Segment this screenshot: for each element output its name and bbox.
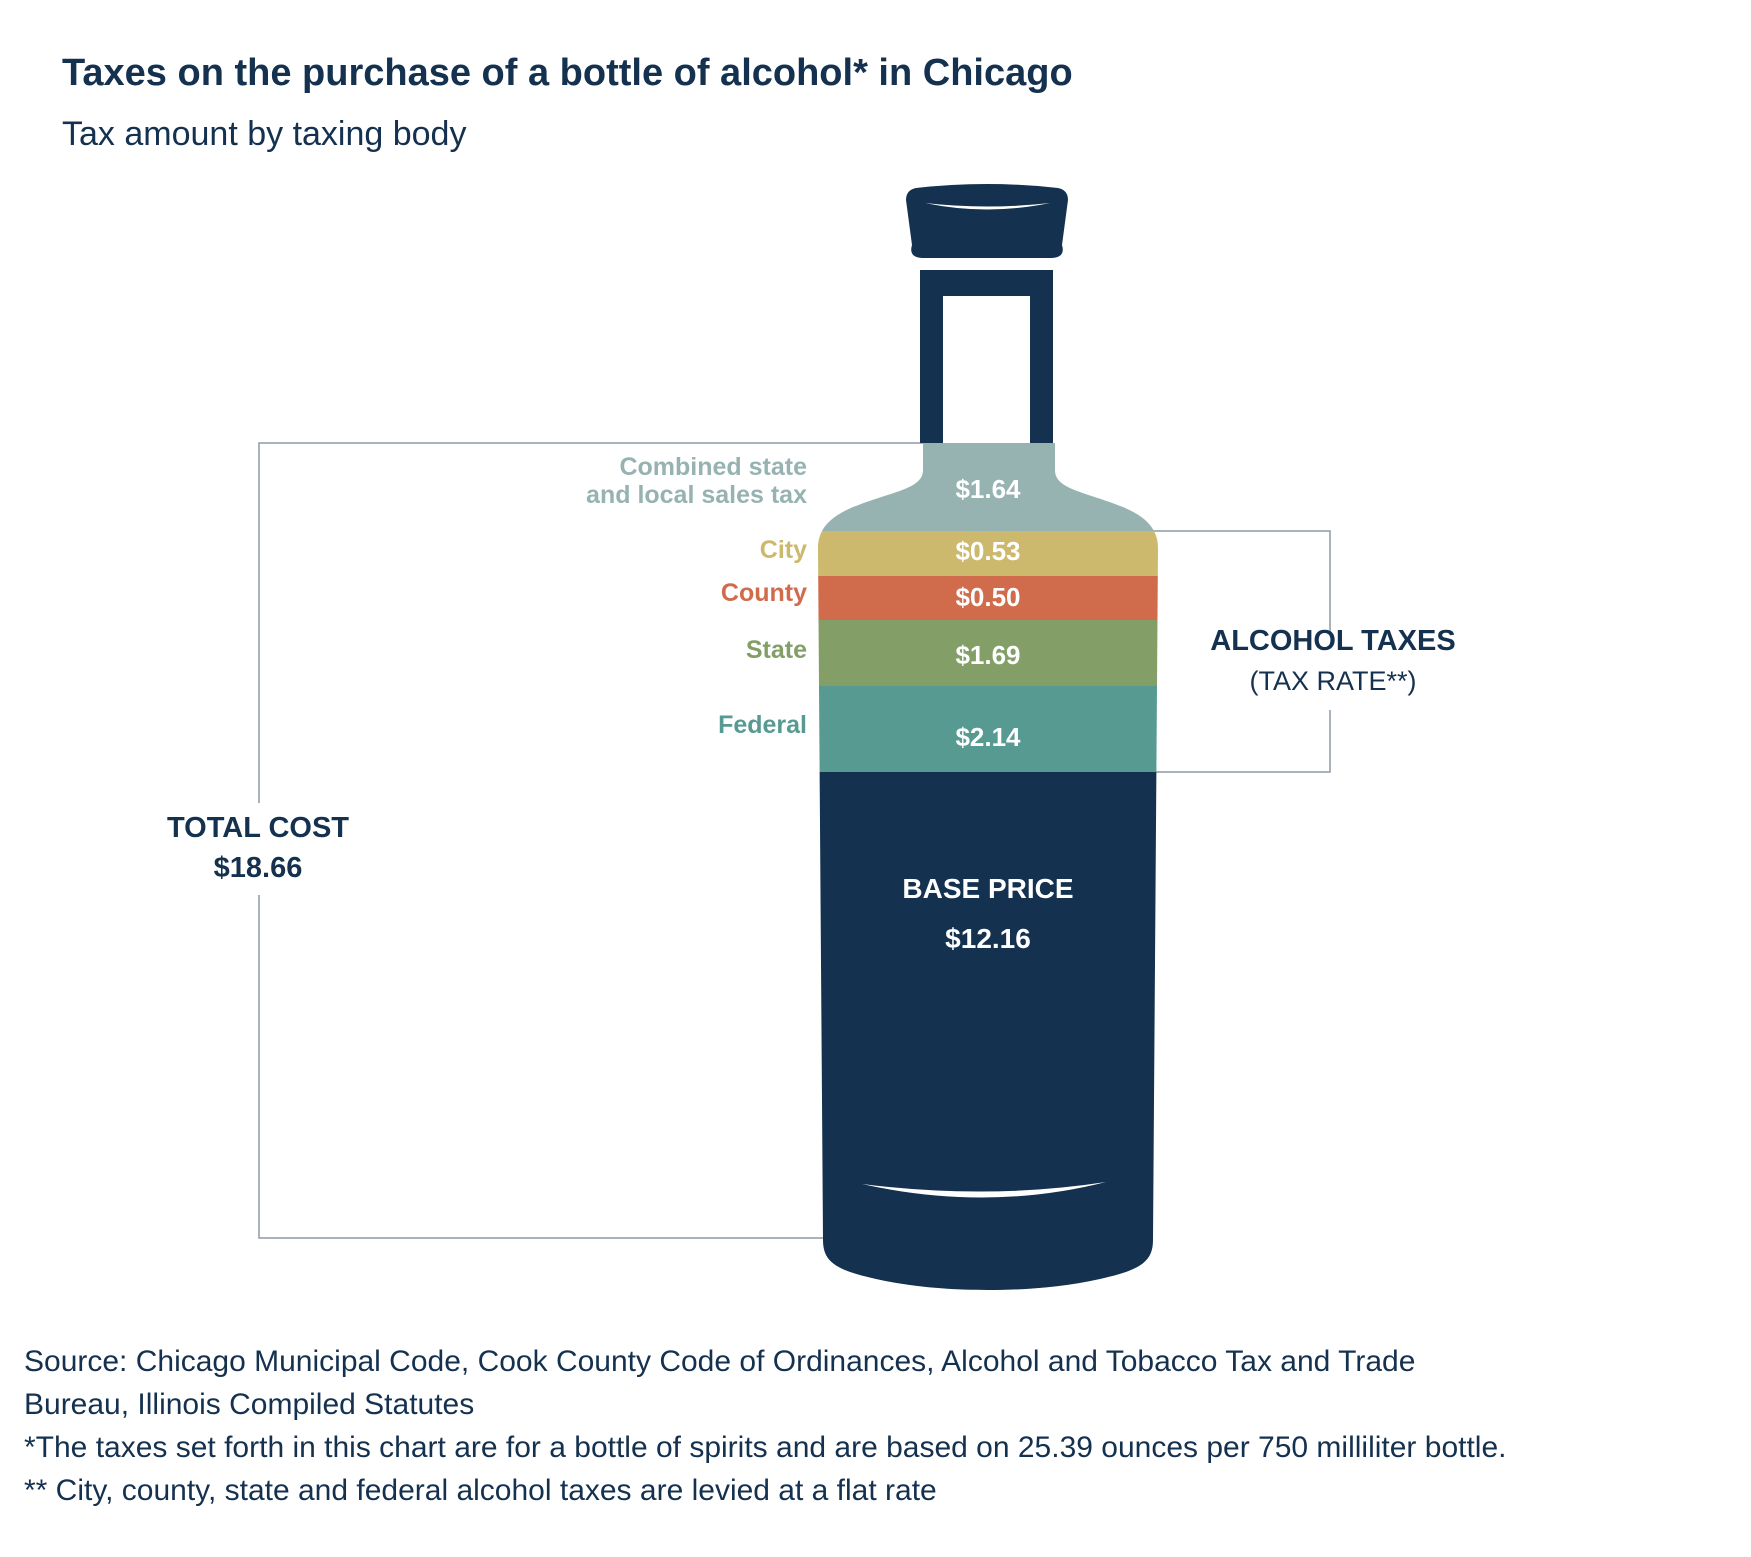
segment-label-combined-state-and-local-sales-tax-line-2: and local sales tax	[586, 481, 807, 509]
segment-base-price	[818, 772, 1158, 1290]
total-cost-label: TOTAL COST	[167, 812, 349, 844]
footnote-double-asterisk: ** City, county, state and federal alcoh…	[24, 1474, 937, 1507]
segment-label-county: County	[721, 579, 807, 607]
value-labels: $1.64 $0.53 $0.50 $1.69 $2.14	[955, 474, 1021, 752]
segment-label-state: State	[746, 636, 807, 664]
segment-county	[818, 576, 1158, 621]
bottle-cap-icon	[906, 184, 1068, 258]
footnote-asterisk: *The taxes set forth in this chart are f…	[24, 1431, 1507, 1464]
value-label-county: $0.50	[955, 582, 1020, 612]
segment-label-combined-state-and-local-sales-tax-line-1: Combined state	[619, 453, 807, 481]
alcohol-taxes-sublabel: (TAX RATE**)	[1249, 666, 1416, 696]
source-note-line-2: Bureau, Illinois Compiled Statutes	[24, 1388, 475, 1421]
bottle-body	[818, 443, 1158, 1290]
base-price-label: BASE PRICE	[902, 873, 1073, 904]
bottle-neck-icon	[920, 270, 1053, 443]
segment-state	[818, 620, 1158, 687]
value-label-city: $0.53	[955, 536, 1020, 566]
bottle-base-highlight	[862, 1182, 1106, 1198]
segment-label-federal: Federal	[718, 711, 807, 739]
base-price-value: $12.16	[945, 923, 1031, 954]
chart-subtitle: Tax amount by taxing body	[62, 115, 467, 153]
bottle-cap-highlight	[925, 203, 1050, 210]
segment-federal	[818, 686, 1158, 773]
segment-city	[818, 531, 1158, 577]
value-label-combined-state-and-local-sales-tax: $1.64	[955, 474, 1021, 504]
total-cost-bracket-lower	[258, 895, 826, 1239]
alcohol-taxes-label: ALCOHOL TAXES	[1210, 625, 1455, 657]
chart-title: Taxes on the purchase of a bottle of alc…	[62, 52, 1073, 94]
value-label-federal: $2.14	[955, 722, 1021, 752]
total-cost-value: $18.66	[214, 852, 303, 884]
segment-label-city: City	[760, 536, 807, 564]
source-note-line-1: Source: Chicago Municipal Code, Cook Cou…	[24, 1345, 1416, 1378]
alcohol-taxes-bracket	[1153, 530, 1331, 773]
total-cost-bracket	[258, 442, 923, 803]
value-label-state: $1.69	[955, 640, 1020, 670]
footnotes: Source: Chicago Municipal Code, Cook Cou…	[24, 1340, 1734, 1512]
